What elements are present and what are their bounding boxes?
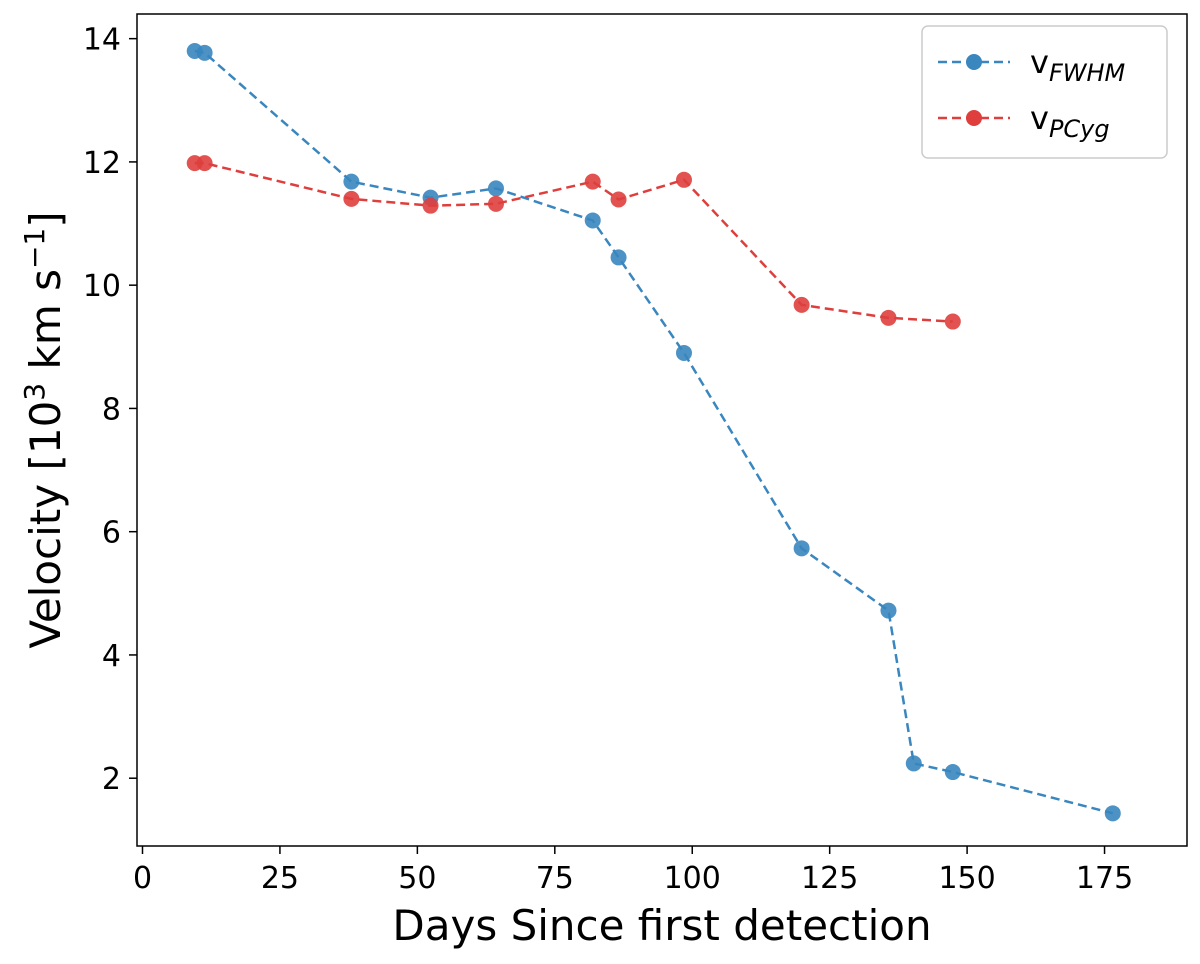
data-point-fwhm-1 <box>196 44 213 61</box>
legend-entry-fwhm: vFWHM <box>938 43 1126 87</box>
data-point-pcyg-5 <box>584 173 601 190</box>
legend-marker-fwhm <box>966 54 982 70</box>
legend-entry-pcyg: vPCyg <box>938 99 1110 143</box>
legend-box <box>921 25 1168 159</box>
data-point-fwhm-8 <box>793 540 810 557</box>
data-point-pcyg-8 <box>793 296 810 313</box>
x-tick-label-1: 25 <box>261 861 299 896</box>
x-tick-label-2: 50 <box>398 861 436 896</box>
y-tick-label-6: 14 <box>83 23 121 58</box>
x-tick-label-7: 175 <box>1076 861 1133 896</box>
y-tick-label-5: 12 <box>83 146 121 181</box>
data-point-fwhm-5 <box>584 212 601 229</box>
series-layer <box>186 42 1121 822</box>
data-point-pcyg-7 <box>675 171 692 188</box>
plot-frame <box>136 13 1188 847</box>
data-point-pcyg-4 <box>487 195 504 212</box>
y-tick-label-0: 2 <box>102 762 121 797</box>
legend-label-pcyg: vPCyg <box>1030 99 1110 143</box>
x-tick-label-3: 75 <box>536 861 574 896</box>
data-point-pcyg-2 <box>343 190 360 207</box>
data-point-pcyg-3 <box>422 197 439 214</box>
data-point-pcyg-10 <box>944 313 961 330</box>
data-point-pcyg-6 <box>610 191 627 208</box>
data-point-fwhm-9 <box>880 602 897 619</box>
data-point-fwhm-11 <box>944 764 961 781</box>
x-tick-label-0: 0 <box>133 861 152 896</box>
data-point-fwhm-2 <box>343 173 360 190</box>
y-axis-ticks: 2 4 6 8 10 12 14 <box>83 23 137 797</box>
legend: vFWHM vPCyg <box>921 25 1168 159</box>
y-tick-label-4: 10 <box>83 269 121 304</box>
x-tick-label-6: 150 <box>938 861 995 896</box>
y-tick-label-3: 8 <box>102 392 121 427</box>
data-point-pcyg-9 <box>880 309 897 326</box>
data-point-fwhm-12 <box>1104 805 1121 822</box>
legend-label-fwhm: vFWHM <box>1030 43 1126 87</box>
legend-marker-pcyg <box>966 110 982 126</box>
data-point-fwhm-6 <box>610 249 627 266</box>
y-tick-label-2: 6 <box>102 516 121 551</box>
data-point-pcyg-1 <box>196 155 213 172</box>
y-tick-label-1: 4 <box>102 639 121 674</box>
x-tick-label-5: 125 <box>801 861 858 896</box>
y-axis-title: Velocity [103 km s−1] <box>18 211 71 648</box>
x-axis-ticks: 0 25 50 75 100 125 150 175 <box>133 846 1133 896</box>
x-tick-label-4: 100 <box>664 861 721 896</box>
x-axis-title: Days Since first detection <box>392 901 931 950</box>
data-point-fwhm-4 <box>487 180 504 197</box>
data-point-fwhm-7 <box>675 344 692 361</box>
data-point-fwhm-10 <box>905 755 922 772</box>
series-line-pcyg <box>194 161 953 323</box>
